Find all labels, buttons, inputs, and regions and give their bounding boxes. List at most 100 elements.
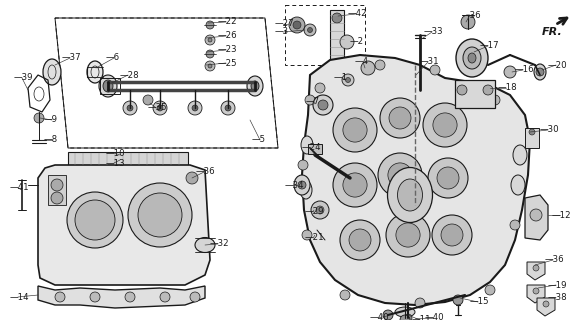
- Circle shape: [530, 209, 542, 221]
- Circle shape: [428, 158, 468, 198]
- Text: —27: —27: [275, 20, 295, 28]
- Circle shape: [430, 65, 440, 75]
- Text: —42: —42: [348, 10, 368, 19]
- Ellipse shape: [247, 76, 263, 96]
- Circle shape: [378, 153, 422, 197]
- Circle shape: [340, 35, 354, 49]
- Circle shape: [533, 265, 539, 271]
- Polygon shape: [527, 285, 545, 303]
- Ellipse shape: [87, 61, 103, 83]
- Circle shape: [55, 292, 65, 302]
- Text: —14: —14: [10, 292, 30, 301]
- Circle shape: [90, 292, 100, 302]
- Circle shape: [461, 15, 475, 29]
- Text: —41: —41: [10, 183, 30, 193]
- Text: —32: —32: [210, 239, 229, 249]
- Circle shape: [543, 301, 549, 307]
- Circle shape: [342, 74, 354, 86]
- Circle shape: [206, 50, 214, 58]
- Circle shape: [490, 95, 500, 105]
- Bar: [525, 128, 539, 148]
- Ellipse shape: [463, 47, 481, 69]
- Text: —36: —36: [462, 11, 482, 20]
- Circle shape: [208, 64, 212, 68]
- Circle shape: [423, 103, 467, 147]
- Ellipse shape: [513, 145, 527, 165]
- Circle shape: [206, 21, 214, 29]
- Text: —8: —8: [44, 135, 58, 145]
- Ellipse shape: [99, 75, 117, 97]
- Text: —33: —33: [424, 28, 444, 36]
- Ellipse shape: [468, 53, 476, 63]
- Text: —28: —28: [120, 70, 139, 79]
- Circle shape: [160, 292, 170, 302]
- Text: —25: —25: [218, 59, 238, 68]
- Polygon shape: [527, 262, 545, 280]
- Circle shape: [157, 105, 163, 111]
- Circle shape: [221, 101, 235, 115]
- Circle shape: [343, 173, 367, 197]
- Circle shape: [343, 118, 367, 142]
- Circle shape: [205, 61, 215, 71]
- Circle shape: [380, 98, 420, 138]
- Polygon shape: [302, 55, 530, 305]
- Polygon shape: [537, 298, 555, 316]
- Text: —39: —39: [14, 74, 34, 83]
- Circle shape: [457, 85, 467, 95]
- Text: —5: —5: [252, 135, 266, 145]
- Text: —36: —36: [545, 255, 565, 265]
- Text: —34: —34: [285, 180, 304, 189]
- Text: —4: —4: [355, 58, 369, 67]
- Circle shape: [143, 95, 153, 105]
- Bar: [100, 78, 120, 94]
- Circle shape: [225, 105, 231, 111]
- Text: —13: —13: [106, 158, 125, 167]
- Ellipse shape: [534, 64, 546, 80]
- Circle shape: [383, 310, 393, 320]
- Ellipse shape: [301, 136, 313, 154]
- Text: —20: —20: [548, 60, 568, 69]
- Circle shape: [302, 230, 312, 240]
- Text: —38: —38: [548, 293, 568, 302]
- Bar: [330, 10, 344, 60]
- Polygon shape: [38, 286, 205, 308]
- Circle shape: [404, 314, 412, 320]
- Circle shape: [349, 229, 371, 251]
- Ellipse shape: [103, 80, 113, 92]
- Text: —35: —35: [148, 103, 168, 113]
- Circle shape: [315, 83, 325, 93]
- Circle shape: [333, 163, 377, 207]
- Circle shape: [51, 179, 63, 191]
- Text: —19: —19: [548, 281, 568, 290]
- Bar: [48, 175, 66, 205]
- Text: —23: —23: [218, 45, 238, 54]
- Circle shape: [536, 68, 544, 76]
- Circle shape: [510, 220, 520, 230]
- Circle shape: [188, 101, 202, 115]
- Circle shape: [533, 288, 539, 294]
- Circle shape: [441, 224, 463, 246]
- Circle shape: [433, 113, 457, 137]
- Text: —12: —12: [552, 211, 572, 220]
- Circle shape: [304, 24, 316, 36]
- Ellipse shape: [195, 237, 215, 252]
- Circle shape: [313, 95, 333, 115]
- Circle shape: [340, 290, 350, 300]
- Bar: [68, 152, 188, 166]
- Text: —15: —15: [470, 298, 490, 307]
- Text: —16: —16: [515, 66, 535, 75]
- Bar: [455, 80, 495, 108]
- Circle shape: [51, 192, 63, 204]
- Polygon shape: [525, 195, 548, 240]
- Ellipse shape: [43, 59, 61, 85]
- Ellipse shape: [395, 307, 415, 317]
- Ellipse shape: [511, 175, 525, 195]
- Circle shape: [389, 107, 411, 129]
- Circle shape: [127, 105, 133, 111]
- Circle shape: [153, 101, 167, 115]
- Text: —29: —29: [305, 207, 325, 217]
- Text: —17: —17: [480, 42, 500, 51]
- Circle shape: [515, 150, 525, 160]
- Circle shape: [400, 315, 410, 320]
- Circle shape: [34, 113, 44, 123]
